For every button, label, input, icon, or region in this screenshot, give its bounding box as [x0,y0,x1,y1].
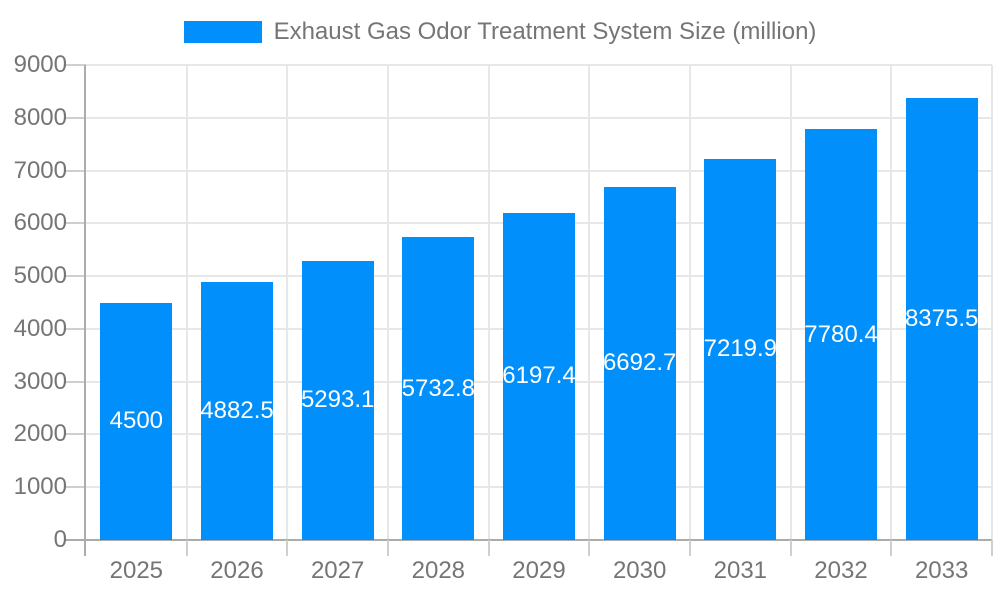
y-tick [66,433,86,436]
bar-2025[interactable] [100,302,173,540]
y-tick [66,380,86,383]
h-gridline [86,169,992,172]
y-tick-label: 6000 [13,209,67,237]
y-tick-label: 0 [53,526,67,553]
x-axis-label: 2031 [713,557,768,584]
y-tick-label: 8000 [13,103,67,131]
bar-value-label: 7219.9 [703,335,778,363]
y-tick-label: 3000 [13,367,67,395]
x-tick [789,540,792,556]
y-axis-line [84,65,86,556]
bar-value-label: 6197.4 [502,362,576,390]
v-gridline [890,65,893,540]
x-tick [991,540,993,556]
x-tick [487,540,490,556]
v-gridline [789,65,792,540]
y-tick [66,169,86,172]
bar-value-label: 7780.4 [804,320,878,348]
bar-2032[interactable] [805,129,877,540]
x-tick [689,540,691,556]
x-axis-label: 2027 [310,557,365,584]
y-tick [66,486,86,489]
y-tick [66,116,86,119]
bar-2029[interactable] [503,212,575,540]
y-tick-label: 4000 [13,314,67,342]
v-gridline [286,65,289,540]
y-tick-label: 7000 [13,156,67,184]
bar-2028[interactable] [402,237,475,540]
v-gridline [588,65,591,540]
bar-2033[interactable] [905,97,978,540]
y-tick [66,64,86,66]
legend-swatch [183,21,262,43]
v-gridline [387,65,389,540]
x-tick [286,540,289,556]
y-tick-label: 5000 [13,262,67,290]
x-axis-label: 2033 [914,557,969,584]
bar-value-label: 4500 [109,407,164,435]
x-axis-label: 2025 [109,557,164,584]
x-tick [387,540,389,556]
bar-value-label: 5732.8 [401,374,476,402]
legend-label: Exhaust Gas Odor Treatment System Size (… [273,18,817,45]
h-gridline [86,116,992,119]
bar-value-label: 5293.1 [300,386,375,414]
x-tick [890,540,893,556]
y-tick [66,275,86,278]
y-tick [66,222,86,225]
bar-2031[interactable] [704,158,777,540]
x-axis-line [66,539,992,541]
x-axis-label: 2029 [512,557,566,584]
h-gridline [86,64,992,66]
bar-value-label: 8375.5 [904,304,979,332]
y-tick [66,327,86,330]
legend[interactable]: Exhaust Gas Odor Treatment System Size (… [0,14,1000,50]
y-tick-label: 9000 [13,51,67,78]
v-gridline [487,65,490,540]
bar-value-label: 4882.5 [200,397,274,425]
x-tick [185,540,188,556]
x-axis-label: 2028 [411,557,466,584]
bar-value-label: 6692.7 [602,349,677,377]
v-gridline [185,65,188,540]
bar-2026[interactable] [201,282,273,540]
x-axis-label: 2026 [210,557,264,584]
y-tick-label: 2000 [13,420,67,448]
x-axis-label: 2030 [612,557,667,584]
v-gridline [689,65,691,540]
x-axis-label: 2032 [814,557,868,584]
x-tick [588,540,591,556]
bar-2027[interactable] [301,260,374,540]
bar-2030[interactable] [603,186,676,540]
v-gridline [991,65,993,540]
y-tick-label: 1000 [13,473,67,501]
